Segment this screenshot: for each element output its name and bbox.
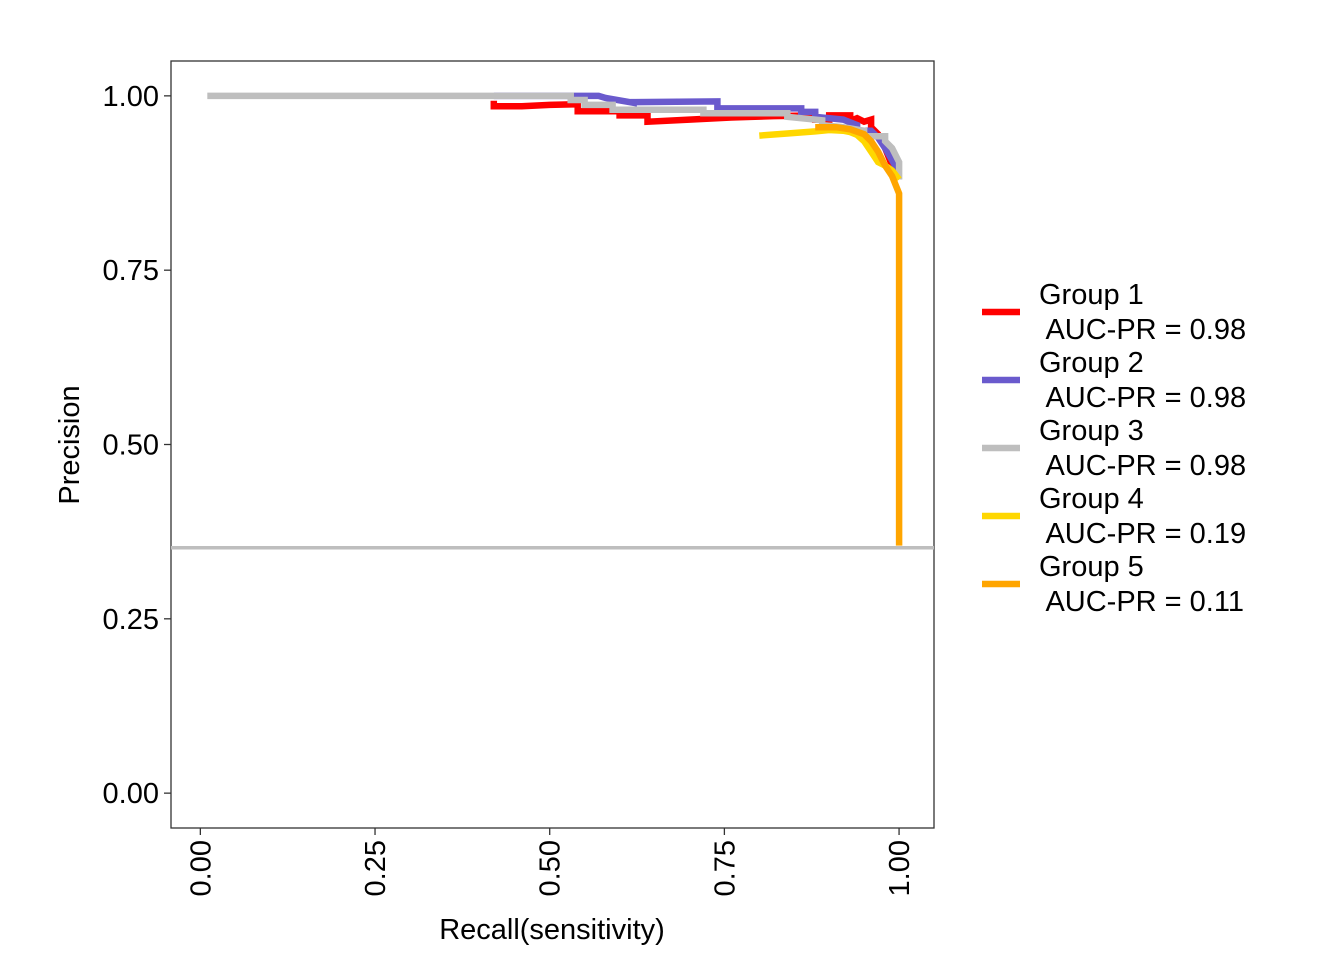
plot-panel-border — [170, 60, 935, 829]
y-tick-label: 1.00 — [103, 81, 159, 113]
series-line-group-5 — [815, 123, 903, 546]
x-tick-label: 0.25 — [360, 840, 392, 896]
legend-auc-group-4: AUC-PR = 0.19 — [1039, 518, 1246, 550]
series-line-group-3 — [207, 92, 903, 180]
series-layer — [207, 92, 903, 546]
legend-label-group-5: Group 5 — [1039, 551, 1144, 583]
legend-label-group-1: Group 1 — [1039, 279, 1144, 311]
y-axis: 0.00 0.25 0.50 0.75 1.00 — [103, 81, 171, 810]
y-axis-title: Precision — [54, 385, 86, 504]
series-line-group-2 — [493, 92, 902, 175]
y-tick-label: 0.50 — [103, 430, 159, 462]
y-tick-label: 0.00 — [103, 778, 159, 810]
x-axis: 0.00 0.25 0.50 0.75 1.00 — [185, 828, 916, 896]
y-tick-label: 0.75 — [103, 255, 159, 287]
y-tick-label: 0.25 — [103, 604, 159, 636]
x-tick-label: 1.00 — [884, 840, 916, 896]
x-axis-title: Recall(sensitivity) — [439, 914, 665, 946]
x-tick-label: 0.75 — [709, 840, 741, 896]
legend-auc-group-3: AUC-PR = 0.98 — [1039, 450, 1246, 482]
legend-label-group-2: Group 2 — [1039, 347, 1144, 379]
legend-auc-group-5: AUC-PR = 0.11 — [1039, 586, 1244, 618]
legend-auc-group-2: AUC-PR = 0.98 — [1039, 382, 1246, 414]
legend-label-group-4: Group 4 — [1039, 483, 1144, 515]
x-tick-label: 0.50 — [535, 840, 567, 896]
legend-label-group-3: Group 3 — [1039, 415, 1144, 447]
legend-auc-group-1: AUC-PR = 0.98 — [1039, 314, 1246, 346]
x-tick-label: 0.00 — [185, 840, 217, 896]
